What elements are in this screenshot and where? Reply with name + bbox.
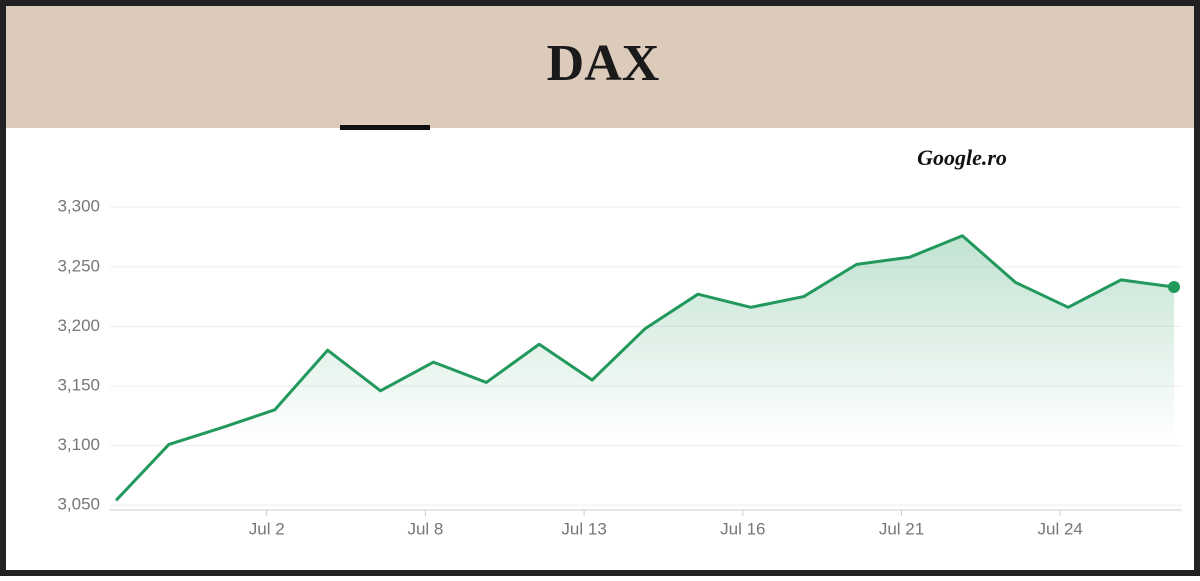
x-tick-label: Jul 24 (1038, 519, 1083, 538)
chart-title: DAX (547, 35, 660, 92)
x-tick-label: Jul 21 (879, 519, 924, 538)
area (116, 235, 1174, 510)
y-tick-label: 3,300 (57, 197, 100, 216)
y-tick-label: 3,100 (57, 435, 100, 454)
x-tick-label: Jul 2 (249, 519, 285, 538)
plot: 3,050 3,100 3,150 3,200 3,250 3,300 Jul 2 Jul 8… (57, 197, 1182, 538)
header-accent (340, 125, 430, 130)
x-tick-label: Jul 8 (407, 519, 443, 538)
y-tick-label: 3,250 (57, 256, 100, 275)
y-tick-label: 3,200 (57, 316, 100, 335)
x-tick-label: Jul 16 (720, 519, 765, 538)
end-marker (1168, 281, 1180, 294)
y-tick-label: 3,050 (57, 495, 100, 514)
source-annotation: Google.ro (917, 145, 1007, 170)
line (114, 234, 1175, 502)
header-band (6, 6, 1194, 128)
y-tick-label: 3,150 (57, 375, 100, 394)
x-tick-label: Jul 13 (561, 519, 606, 538)
